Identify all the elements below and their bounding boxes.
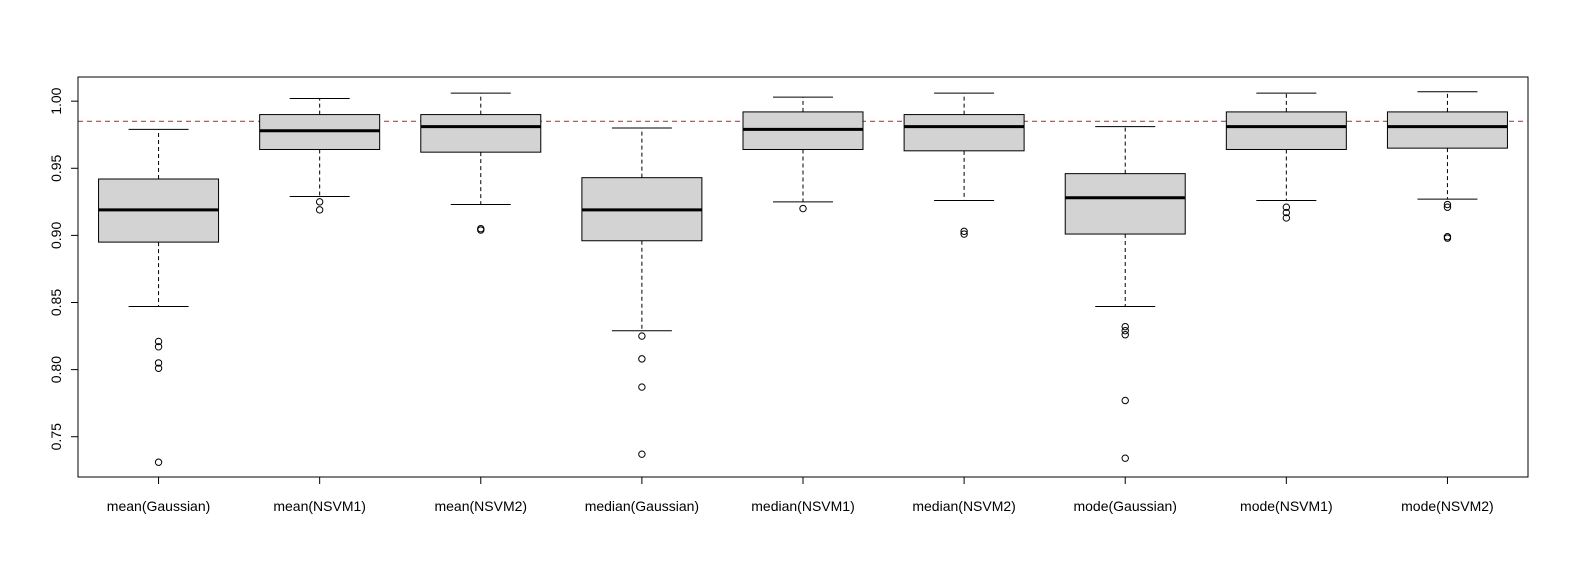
y-tick-label: 0.75 [48, 423, 64, 450]
outlier-point [477, 226, 485, 234]
outlier-point [1282, 203, 1291, 211]
outlier-point [799, 204, 807, 213]
y-tick-label: 0.95 [48, 154, 64, 181]
outlier-point [315, 198, 324, 206]
outlier-point [154, 359, 163, 367]
y-tick-label: 0.80 [48, 356, 64, 383]
x-tick-label: median(NSVM2) [912, 498, 1015, 514]
outlier-point [154, 458, 163, 466]
outlier-point [1121, 326, 1129, 335]
box-group [742, 96, 864, 213]
y-tick-label: 0.85 [48, 289, 64, 316]
outlier-point [154, 337, 163, 346]
box-iqr [1064, 173, 1186, 235]
box-group [1225, 92, 1347, 222]
outlier-point [1443, 234, 1452, 242]
x-tick-label: mode(Gaussian) [1073, 498, 1177, 514]
box-group [581, 127, 703, 458]
box-iqr [903, 114, 1025, 152]
outlier-point [1282, 208, 1291, 217]
outlier-point [960, 230, 968, 238]
boxes-layer [98, 91, 1508, 466]
outlier-point [638, 383, 646, 391]
outlier-point [1121, 322, 1129, 331]
outlier-point [638, 332, 646, 340]
box-group [1064, 126, 1186, 462]
outlier-point [154, 343, 163, 351]
x-tick-label: median(NSVM1) [751, 498, 854, 514]
outlier-point [638, 355, 646, 363]
x-tick-label: mean(Gaussian) [107, 498, 211, 514]
box-group [259, 97, 381, 214]
x-tick-label: mean(NSVM2) [434, 498, 527, 514]
outlier-point [960, 227, 968, 236]
x-tick-label: median(Gaussian) [585, 498, 699, 514]
outlier-point [1443, 200, 1452, 209]
outlier-point [638, 450, 646, 458]
x-axis: mean(Gaussian) mean(NSVM1) mean(NSVM2) medi… [107, 476, 1494, 514]
box-iqr [420, 114, 542, 153]
outlier-point [315, 206, 324, 214]
box-group [1386, 91, 1508, 242]
x-tick-label: mean(NSVM1) [273, 498, 366, 514]
box-group [903, 92, 1025, 238]
y-tick-label: 0.90 [48, 222, 64, 249]
x-tick-label: mode(NSVM1) [1240, 498, 1333, 514]
outlier-point [1121, 454, 1129, 462]
outlier-point [1121, 396, 1129, 405]
outlier-point [1121, 331, 1129, 339]
x-tick-label: mode(NSVM2) [1401, 498, 1494, 514]
box-group [98, 128, 220, 466]
box-iqr [1386, 111, 1508, 149]
y-tick-label: 1.00 [48, 87, 64, 114]
outlier-point [154, 364, 163, 372]
outlier-point [1282, 214, 1291, 222]
box-group [420, 92, 542, 234]
outlier-point [1443, 203, 1452, 211]
box-iqr [1225, 111, 1347, 150]
y-axis: 0.75 0.80 0.85 0.90 0.95 1.00 [48, 87, 79, 450]
